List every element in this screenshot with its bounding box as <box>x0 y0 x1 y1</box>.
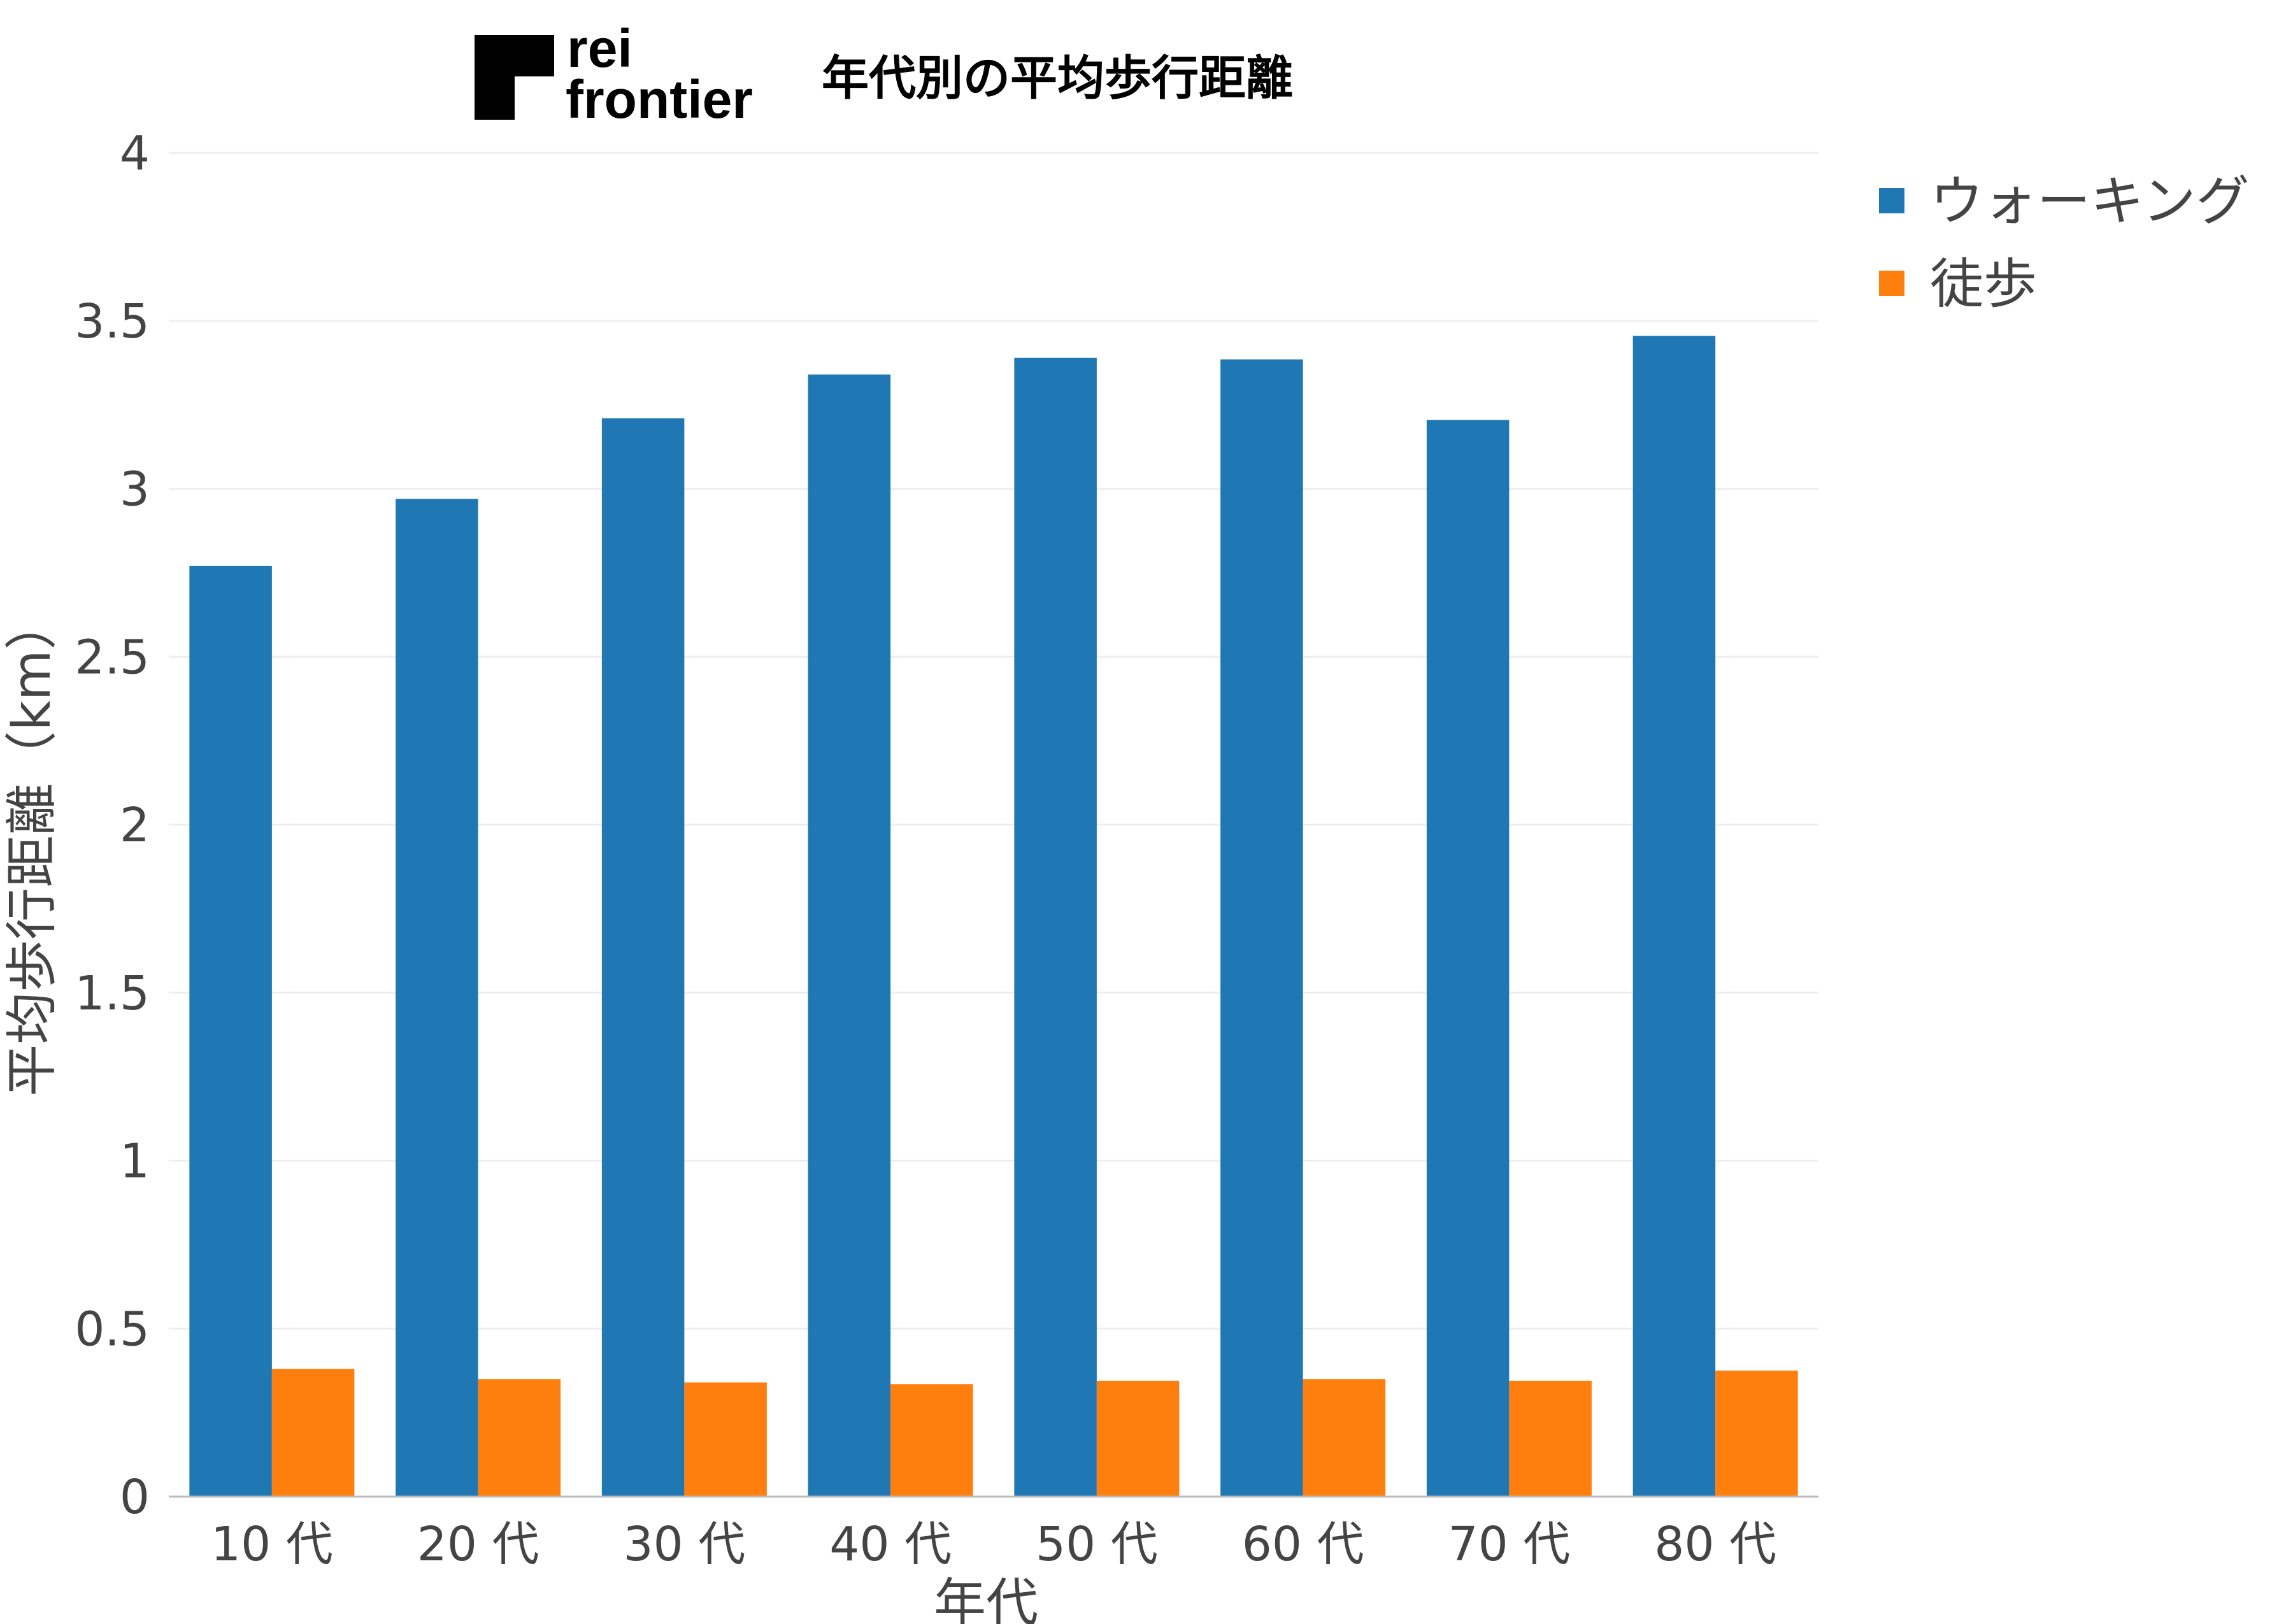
y-tick-labels: 0 0.5 1 1.5 2 2.5 3 3.5 4 <box>75 126 150 1525</box>
x-tick-label: 60 代 <box>1242 1517 1364 1572</box>
bar-on-foot-3 <box>890 1384 973 1497</box>
legend-swatch-1 <box>1879 271 1904 296</box>
bar-on-foot-2 <box>684 1382 767 1497</box>
x-tick-label: 40 代 <box>829 1517 952 1572</box>
bar-walking-5 <box>1220 359 1303 1497</box>
bar-walking-0 <box>189 566 272 1497</box>
y-tick-label: 2 <box>120 798 150 853</box>
legend-swatch-0 <box>1879 188 1904 213</box>
y-tick-label: 0.5 <box>75 1302 150 1357</box>
x-tick-label: 30 代 <box>624 1517 746 1572</box>
y-tick-label: 2.5 <box>75 630 150 685</box>
bar-on-foot-1 <box>478 1379 561 1497</box>
x-tick-labels: 10 代 20 代 30 代 40 代 50 代 60 代 70 代 80 代 <box>211 1517 1776 1572</box>
x-tick-label: 50 代 <box>1036 1517 1158 1572</box>
bar-walking-4 <box>1014 357 1097 1497</box>
x-tick-label: 10 代 <box>211 1517 333 1572</box>
y-tick-label: 0 <box>120 1470 150 1525</box>
bar-on-foot-5 <box>1303 1379 1386 1497</box>
bars <box>189 336 1798 1497</box>
y-tick-label: 1 <box>120 1134 150 1189</box>
bar-walking-6 <box>1426 420 1510 1497</box>
bar-on-foot-4 <box>1096 1381 1180 1497</box>
bar-walking-1 <box>396 499 478 1497</box>
y-tick-label: 1.5 <box>75 966 150 1021</box>
y-tick-label: 3.5 <box>75 294 150 349</box>
x-tick-label: 80 代 <box>1654 1517 1776 1572</box>
brand-logo-mark <box>475 35 554 120</box>
bar-on-foot-6 <box>1509 1381 1592 1497</box>
x-tick-label: 70 代 <box>1448 1517 1571 1572</box>
bar-walking-3 <box>808 374 891 1497</box>
bar-walking-2 <box>601 418 685 1497</box>
brand-line1: rei <box>567 18 632 78</box>
bar-walking-7 <box>1632 336 1716 1497</box>
y-axis-title: 平均歩行距離（km） <box>2 597 62 1096</box>
y-tick-label: 3 <box>120 462 150 517</box>
brand-logo: rei frontier <box>475 18 753 129</box>
legend-label-0: ウォーキング <box>1930 170 2249 232</box>
brand-line2: frontier <box>566 69 753 129</box>
legend-label-1: 徒歩 <box>1930 253 2037 315</box>
y-tick-label: 4 <box>120 126 150 181</box>
x-tick-label: 20 代 <box>417 1517 539 1572</box>
chart-title: 年代別の平均歩行距離 <box>822 51 1293 106</box>
bar-on-foot-0 <box>271 1369 355 1497</box>
bar-on-foot-7 <box>1715 1371 1798 1497</box>
x-axis-title: 年代 <box>934 1573 1038 1624</box>
